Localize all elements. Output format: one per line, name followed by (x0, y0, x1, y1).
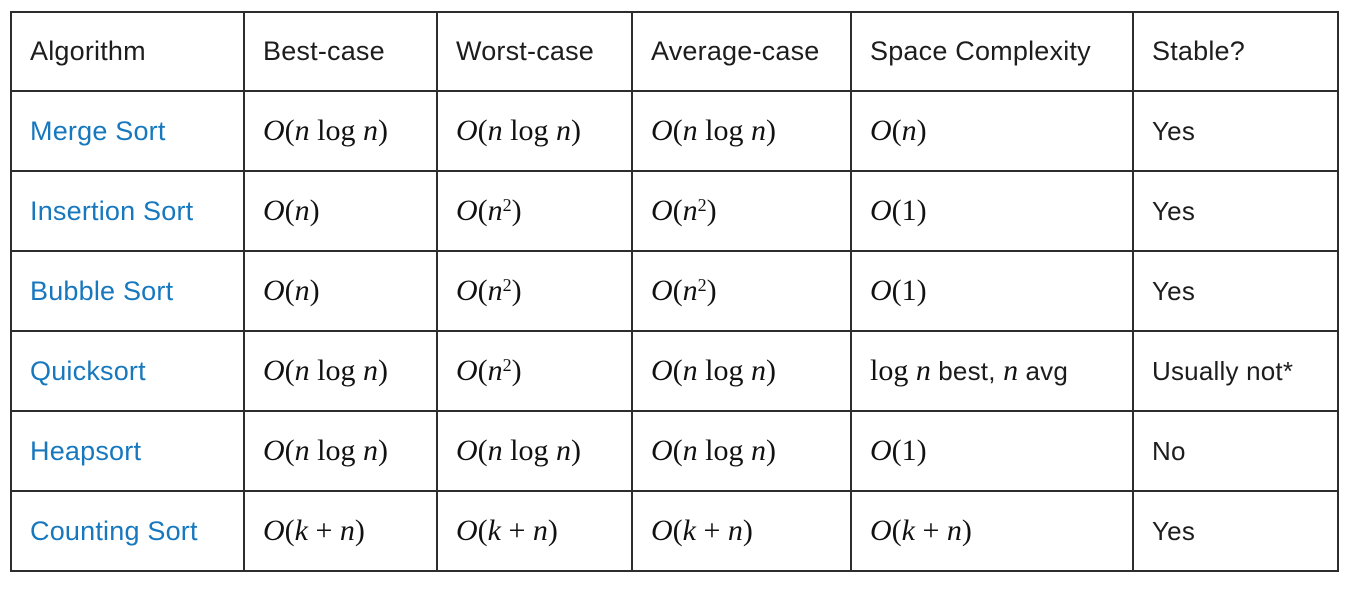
algorithm-link[interactable]: Merge Sort (30, 115, 166, 146)
algorithm-cell: Quicksort (10, 330, 245, 412)
best-case-cell: O(n log n) (243, 330, 438, 412)
best-case-cell: O(k + n) (243, 490, 438, 572)
worst-case-cell: O(n2) (436, 330, 633, 412)
table-row: Bubble Sort O(n) O(n2) O(n2) O(1) Yes (10, 250, 1339, 332)
algorithm-link[interactable]: Heapsort (30, 435, 142, 466)
page: Algorithm Best-case Worst-case Average-c… (0, 11, 1346, 598)
stable-cell: Yes (1132, 250, 1339, 332)
algorithm-cell: Bubble Sort (10, 250, 245, 332)
algorithm-link[interactable]: Bubble Sort (30, 275, 174, 306)
header-worst-case: Worst-case (436, 11, 633, 92)
worst-case-cell: O(n2) (436, 250, 633, 332)
space-complexity-cell: O(n) (850, 90, 1134, 172)
space-complexity-cell: O(1) (850, 170, 1134, 252)
table-row: Insertion Sort O(n) O(n2) O(n2) O(1) Yes (10, 170, 1339, 252)
best-case-cell: O(n log n) (243, 410, 438, 492)
algorithm-cell: Heapsort (10, 410, 245, 492)
algorithm-cell: Insertion Sort (10, 170, 245, 252)
best-case-cell: O(n log n) (243, 90, 438, 172)
header-best-case: Best-case (243, 11, 438, 92)
average-case-cell: O(n log n) (631, 330, 852, 412)
stable-cell: Usually not* (1132, 330, 1339, 412)
table-header: Algorithm Best-case Worst-case Average-c… (10, 11, 1339, 92)
best-case-cell: O(n) (243, 250, 438, 332)
algorithm-cell: Merge Sort (10, 90, 245, 172)
algorithm-link[interactable]: Counting Sort (30, 515, 198, 546)
table-row: Counting Sort O(k + n) O(k + n) O(k + n)… (10, 490, 1339, 572)
average-case-cell: O(n2) (631, 250, 852, 332)
space-complexity-cell: O(1) (850, 250, 1134, 332)
header-algorithm: Algorithm (10, 11, 245, 92)
table-body: Merge Sort O(n log n) O(n log n) O(n log… (10, 90, 1339, 572)
stable-cell: Yes (1132, 90, 1339, 172)
algorithm-link[interactable]: Quicksort (30, 355, 146, 386)
stable-cell: Yes (1132, 490, 1339, 572)
header-average-case: Average-case (631, 11, 852, 92)
space-complexity-cell: log n best, n avg (850, 330, 1134, 412)
algorithm-link[interactable]: Insertion Sort (30, 195, 194, 226)
space-complexity-cell: O(1) (850, 410, 1134, 492)
table-row: Heapsort O(n log n) O(n log n) O(n log n… (10, 410, 1339, 492)
table-row: Merge Sort O(n log n) O(n log n) O(n log… (10, 90, 1339, 172)
best-case-cell: O(n) (243, 170, 438, 252)
worst-case-cell: O(n2) (436, 170, 633, 252)
average-case-cell: O(n log n) (631, 410, 852, 492)
worst-case-cell: O(k + n) (436, 490, 633, 572)
average-case-cell: O(n2) (631, 170, 852, 252)
header-row: Algorithm Best-case Worst-case Average-c… (10, 11, 1339, 92)
header-space-complexity: Space Complexity (850, 11, 1134, 92)
header-stable: Stable? (1132, 11, 1339, 92)
stable-cell: No (1132, 410, 1339, 492)
stable-cell: Yes (1132, 170, 1339, 252)
table-row: Quicksort O(n log n) O(n2) O(n log n) lo… (10, 330, 1339, 412)
complexity-table: Algorithm Best-case Worst-case Average-c… (10, 11, 1339, 572)
worst-case-cell: O(n log n) (436, 90, 633, 172)
average-case-cell: O(k + n) (631, 490, 852, 572)
worst-case-cell: O(n log n) (436, 410, 633, 492)
average-case-cell: O(n log n) (631, 90, 852, 172)
space-complexity-cell: O(k + n) (850, 490, 1134, 572)
algorithm-cell: Counting Sort (10, 490, 245, 572)
